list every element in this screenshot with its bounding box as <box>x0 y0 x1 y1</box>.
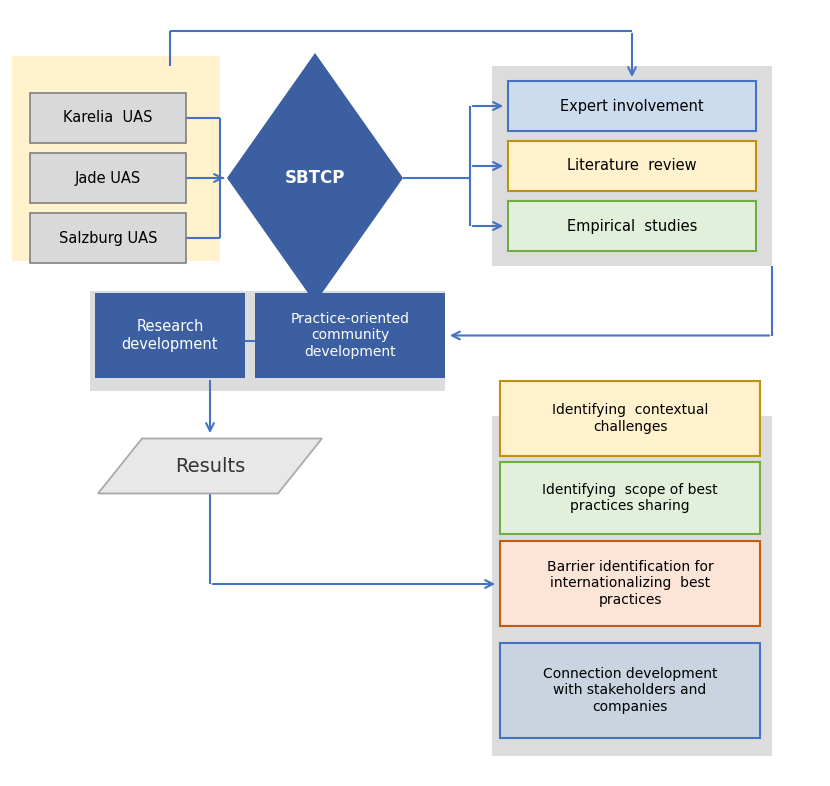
Polygon shape <box>98 439 322 494</box>
FancyBboxPatch shape <box>12 56 220 261</box>
FancyBboxPatch shape <box>500 541 760 626</box>
Text: Barrier identification for
internationalizing  best
practices: Barrier identification for international… <box>547 560 713 607</box>
FancyBboxPatch shape <box>508 201 756 251</box>
FancyBboxPatch shape <box>492 66 772 266</box>
Polygon shape <box>227 53 403 303</box>
Text: Connection development
with stakeholders and
companies: Connection development with stakeholders… <box>543 667 717 714</box>
FancyBboxPatch shape <box>255 293 445 378</box>
FancyBboxPatch shape <box>90 291 445 391</box>
Text: Jade UAS: Jade UAS <box>75 171 141 185</box>
FancyBboxPatch shape <box>30 213 186 263</box>
FancyBboxPatch shape <box>500 643 760 738</box>
FancyBboxPatch shape <box>492 416 772 756</box>
Text: Expert involvement: Expert involvement <box>560 98 704 113</box>
FancyBboxPatch shape <box>500 462 760 534</box>
Text: Karelia  UAS: Karelia UAS <box>63 111 153 126</box>
FancyBboxPatch shape <box>500 381 760 456</box>
Text: Research
development: Research development <box>122 319 218 351</box>
Text: Practice-oriented
community
development: Practice-oriented community development <box>290 312 409 358</box>
Text: Identifying  contextual
challenges: Identifying contextual challenges <box>552 403 708 434</box>
Text: Salzburg UAS: Salzburg UAS <box>59 230 157 245</box>
Text: SBTCP: SBTCP <box>285 169 345 187</box>
FancyBboxPatch shape <box>508 81 756 131</box>
FancyBboxPatch shape <box>30 153 186 203</box>
Text: Results: Results <box>175 457 245 476</box>
Text: Literature  review: Literature review <box>567 159 697 174</box>
Text: Identifying  scope of best
practices sharing: Identifying scope of best practices shar… <box>542 483 718 513</box>
FancyBboxPatch shape <box>508 141 756 191</box>
FancyBboxPatch shape <box>95 293 245 378</box>
Text: Empirical  studies: Empirical studies <box>567 219 697 233</box>
FancyBboxPatch shape <box>30 93 186 143</box>
